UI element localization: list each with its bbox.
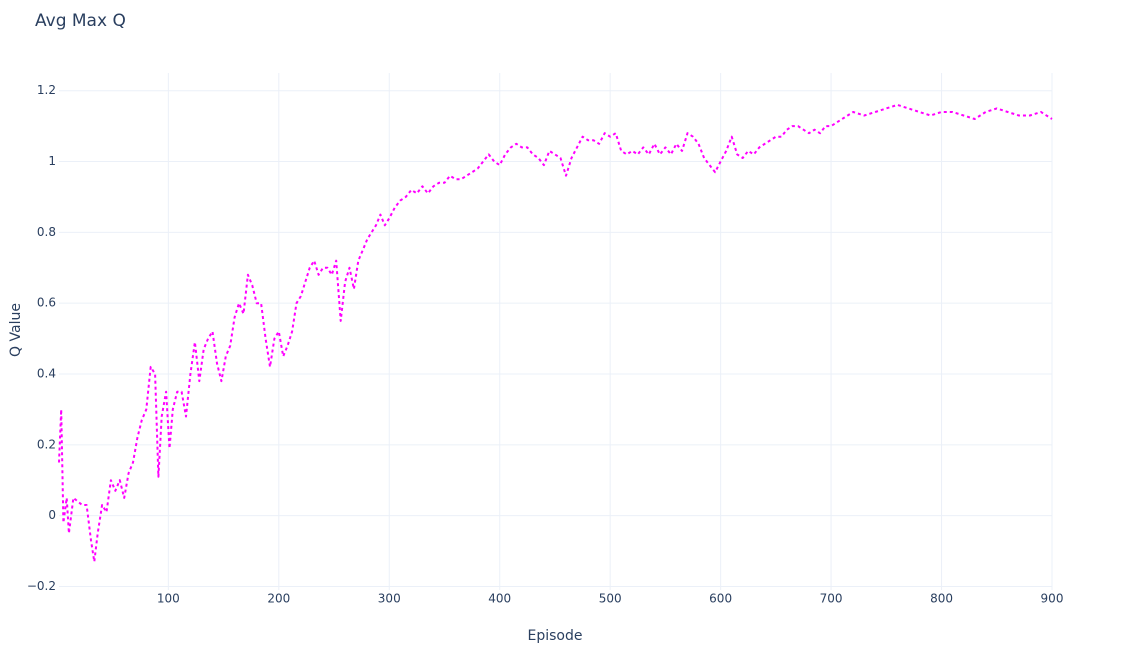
y-tick-label: 1.2 — [37, 83, 56, 97]
x-tick-label: 100 — [157, 592, 180, 606]
x-tick-label: 500 — [599, 592, 622, 606]
chart-title: Avg Max Q — [35, 11, 126, 31]
y-axis-label: Q Value — [8, 303, 24, 357]
y-tick-label: 0 — [48, 508, 56, 522]
y-tick-label: 1 — [48, 154, 56, 168]
y-tick-label: 0.2 — [37, 437, 56, 451]
x-tick-label: 700 — [820, 592, 843, 606]
y-tick-label: 0.6 — [37, 296, 56, 310]
y-tick-label: −0.2 — [27, 579, 56, 593]
data-line — [58, 103, 1053, 563]
y-tick-label: 0.8 — [37, 225, 56, 239]
x-tick-label: 400 — [488, 592, 511, 606]
x-tick-label: 800 — [930, 592, 953, 606]
x-axis-label: Episode — [528, 628, 583, 644]
x-tick-label: 600 — [709, 592, 732, 606]
x-tick-label: 300 — [378, 592, 401, 606]
x-tick-label: 200 — [267, 592, 290, 606]
y-tick-label: 0.4 — [37, 366, 56, 380]
x-tick-label: 900 — [1041, 592, 1064, 606]
